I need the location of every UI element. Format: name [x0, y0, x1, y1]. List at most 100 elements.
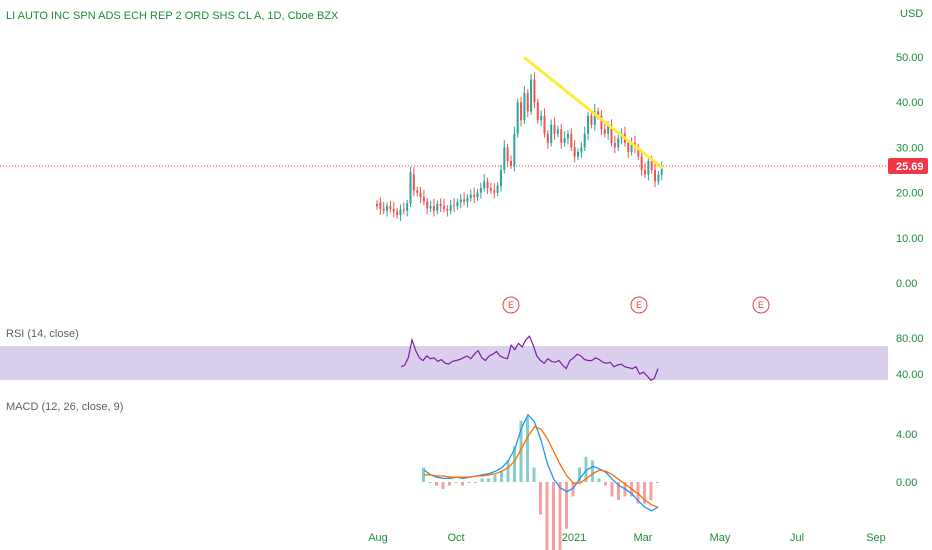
- candle-body: [520, 102, 523, 121]
- candle-body: [483, 181, 486, 189]
- macd-histogram-bar: [552, 482, 555, 550]
- last-price-label: 25.69: [896, 161, 924, 173]
- candle-body: [607, 124, 610, 134]
- macd-tick-label: 0.00: [896, 477, 917, 489]
- macd-histogram-bar: [506, 460, 510, 482]
- candle-body: [476, 192, 479, 198]
- earnings-event-label: E: [508, 300, 514, 310]
- candle-body: [432, 206, 435, 211]
- candle-body: [660, 166, 663, 175]
- candle-body: [382, 208, 385, 211]
- macd-histogram-bar: [539, 482, 542, 515]
- candle-body: [506, 147, 509, 161]
- candle-body: [573, 147, 576, 157]
- macd-histogram-bar: [565, 482, 568, 529]
- macd-tick-label: 4.00: [896, 429, 917, 441]
- macd-histogram-bar: [422, 467, 425, 482]
- candle-body: [456, 202, 459, 207]
- candle-body: [570, 133, 573, 148]
- candle-body: [526, 93, 529, 112]
- price-tick-label: 20.00: [896, 188, 924, 200]
- macd-histogram-bar: [545, 482, 549, 550]
- last-price-badge: [888, 158, 928, 174]
- candle-body: [597, 111, 600, 116]
- candle-body: [516, 102, 519, 134]
- macd-histogram-bar: [519, 420, 523, 482]
- candle-body: [530, 79, 533, 112]
- macd-histogram-bar: [571, 482, 575, 497]
- candle-body: [436, 203, 439, 211]
- rsi-line: [400, 335, 659, 382]
- candle-body: [657, 174, 660, 182]
- candle-body: [392, 208, 395, 212]
- macd-histogram-bar: [428, 482, 432, 483]
- candle-body: [617, 138, 620, 148]
- macd-histogram-bar: [435, 482, 438, 486]
- candle-body: [426, 201, 429, 209]
- candle-body: [416, 190, 419, 193]
- candle-body: [449, 205, 452, 211]
- candle-body: [603, 129, 606, 134]
- candle-body: [593, 111, 596, 125]
- candle-body: [590, 115, 593, 125]
- candle-body: [543, 115, 546, 134]
- time-tick-label: Oct: [447, 532, 464, 544]
- price-tick-label: 10.00: [896, 233, 924, 245]
- candle-body: [422, 197, 425, 202]
- macd-histogram-bar: [604, 482, 607, 486]
- candle-body: [550, 124, 553, 143]
- candle-body: [650, 160, 653, 170]
- candle-body: [499, 170, 502, 186]
- macd-histogram-bar: [513, 446, 516, 482]
- candle-body: [513, 133, 516, 166]
- candle-body: [533, 79, 536, 103]
- rsi-band: [0, 346, 888, 380]
- time-tick-label: May: [710, 532, 731, 544]
- time-tick-label: Sep: [866, 532, 886, 544]
- candle-body: [459, 199, 462, 203]
- candle-body: [402, 209, 405, 211]
- earnings-event-marker: [630, 296, 648, 314]
- candle-body: [577, 151, 579, 157]
- macd-histogram-bar: [493, 474, 497, 482]
- price-tick-label: 40.00: [896, 97, 924, 109]
- candle-body: [389, 206, 392, 209]
- macd-histogram-bar: [578, 467, 581, 482]
- candle-body: [496, 185, 499, 193]
- macd-histogram-bar: [643, 482, 646, 504]
- macd-histogram-bar: [500, 471, 503, 482]
- macd-histogram-bar: [448, 482, 451, 486]
- candle-body: [489, 188, 492, 191]
- candle-body: [637, 147, 640, 157]
- signal-line: [424, 426, 659, 508]
- candle-body: [647, 160, 650, 175]
- time-tick-label: 2021: [562, 532, 586, 544]
- macd-histogram-bar: [597, 478, 601, 482]
- macd-histogram-bar: [636, 482, 640, 504]
- candle-body: [399, 209, 402, 216]
- macd-histogram-bar: [474, 482, 477, 483]
- macd-histogram-bar: [480, 478, 484, 482]
- candle-body: [640, 156, 643, 170]
- earnings-event-label: E: [636, 300, 642, 310]
- candle-body: [536, 102, 539, 121]
- candle-body: [566, 133, 569, 139]
- candle-body: [469, 194, 472, 199]
- price-tick-label: 50.00: [896, 52, 924, 64]
- candle-body: [376, 203, 378, 207]
- candle-body: [553, 124, 556, 134]
- candle-body: [556, 129, 559, 134]
- candle-body: [473, 194, 476, 198]
- time-tick-label: Jul: [790, 532, 804, 544]
- currency-label: USD: [900, 8, 923, 20]
- candle-body: [419, 192, 422, 198]
- candle-body: [463, 199, 466, 202]
- macd-histogram-bar: [617, 482, 620, 500]
- candle-body: [600, 115, 603, 130]
- rsi-label: RSI (14, close): [6, 328, 79, 340]
- macd-histogram-bar: [526, 417, 529, 482]
- candle-body: [486, 181, 489, 189]
- earnings-event-label: E: [758, 300, 764, 310]
- candle-body: [446, 208, 449, 211]
